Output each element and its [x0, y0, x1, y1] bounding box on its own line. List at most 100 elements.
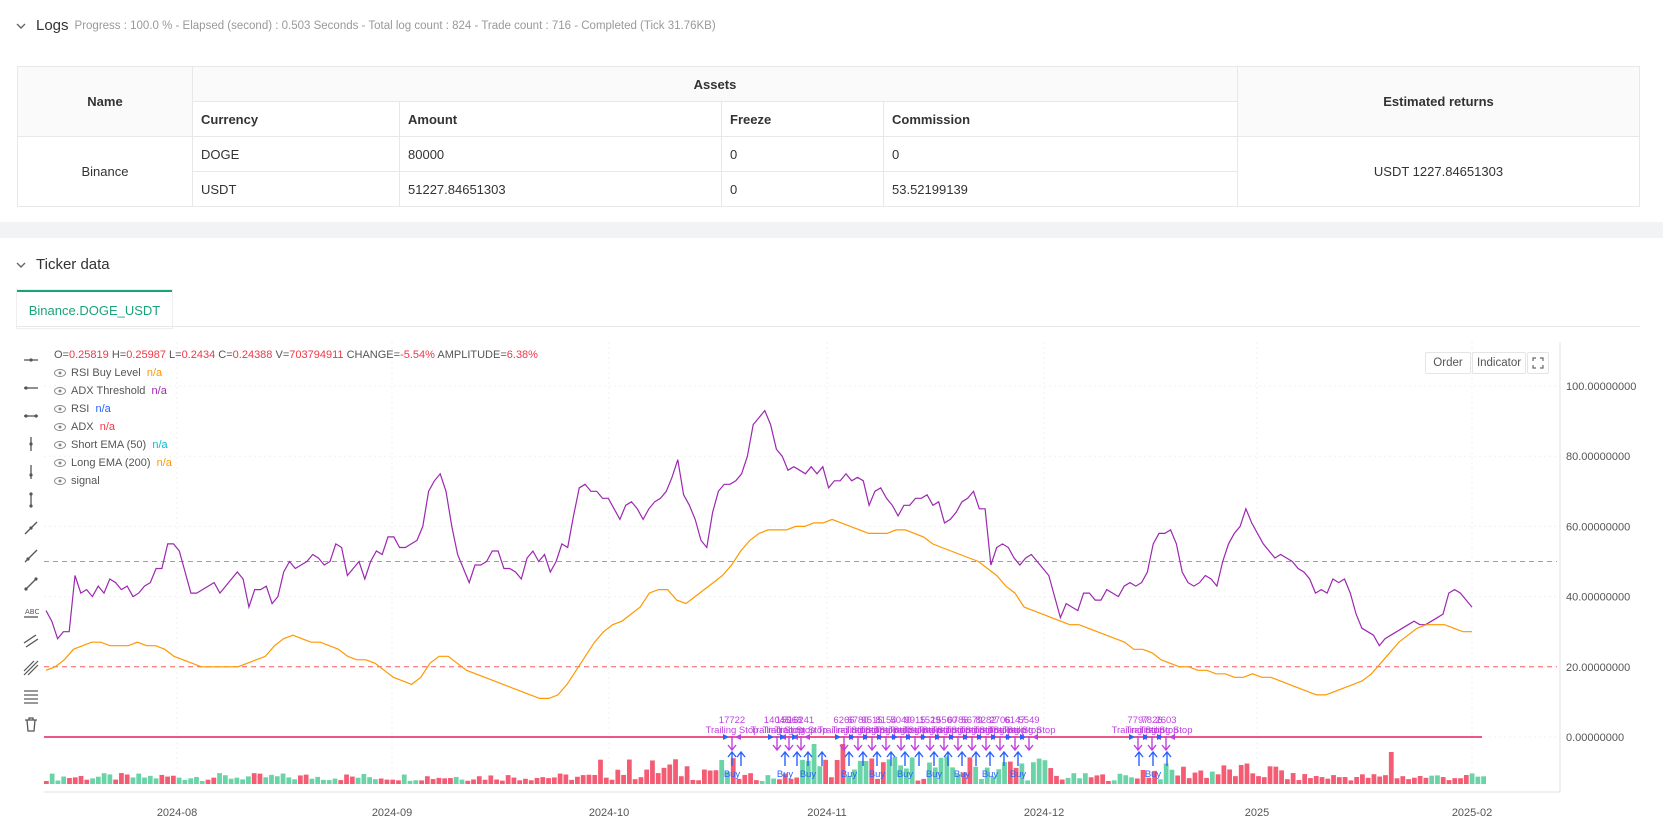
- entry-marker-icon: [906, 734, 912, 740]
- legend-item-adx-threshold[interactable]: ADX Threshold n/a: [54, 385, 167, 397]
- buy-arrow-icon: [1162, 750, 1172, 766]
- volume-bar: [55, 780, 61, 784]
- volume-bar: [759, 780, 765, 784]
- signal-number: 15068: [776, 715, 802, 726]
- logs-header[interactable]: Logs Progress : 100.0 % - Elapsed (secon…: [16, 17, 716, 34]
- volume-bar: [1111, 780, 1117, 784]
- volume-bar: [1238, 765, 1244, 784]
- legend-item-short-ema[interactable]: Short EMA (50) n/a: [54, 439, 168, 451]
- x-tick-label: 2024-10: [589, 807, 629, 819]
- pitchfork-icon[interactable]: [22, 659, 40, 677]
- buy-arrow-icon: [900, 750, 910, 766]
- fib-retracement-icon[interactable]: [22, 687, 40, 705]
- legend-value: n/a: [152, 439, 168, 451]
- indicator-chart[interactable]: 100.00000000 80.00000000 60.00000000 40.000…: [17, 342, 1640, 833]
- volume-bar: [292, 779, 297, 784]
- volume-bar: [1360, 774, 1365, 784]
- eye-icon[interactable]: [54, 423, 66, 431]
- volume-bar: [742, 774, 748, 784]
- order-button[interactable]: Order: [1425, 352, 1471, 374]
- volume-bar: [655, 773, 661, 784]
- exit-marker-icon: [804, 734, 810, 740]
- indicator-button[interactable]: Indicator: [1472, 352, 1526, 374]
- y-tick-label: 40.00000000: [1566, 592, 1630, 604]
- trend-line-icon[interactable]: [22, 519, 40, 537]
- volume-bar: [1296, 780, 1302, 784]
- volume-bar: [736, 778, 742, 784]
- legend-item-adx[interactable]: ADX n/a: [54, 421, 115, 433]
- signal-number: 17722: [719, 715, 745, 726]
- volume-bar: [257, 773, 263, 784]
- volume-bar: [361, 774, 367, 784]
- volume-bar: [1048, 768, 1054, 784]
- volume-bar: [650, 760, 655, 784]
- change-value: -5.54%: [400, 349, 435, 361]
- volume-bar: [1192, 772, 1198, 784]
- arrow-line-icon[interactable]: [22, 575, 40, 593]
- volume-bar: [973, 766, 979, 784]
- h-value: 0.25987: [126, 349, 166, 361]
- chevron-down-icon[interactable]: [16, 21, 26, 31]
- volume-bar: [1181, 766, 1186, 784]
- legend-item-long-ema[interactable]: Long EMA (200) n/a: [54, 457, 172, 469]
- ticker-header[interactable]: Ticker data: [16, 256, 110, 273]
- legend-item-rsi[interactable]: RSI n/a: [54, 403, 111, 415]
- tab-doge-usdt[interactable]: Binance.DOGE_USDT: [17, 290, 172, 328]
- volume-bar: [384, 779, 390, 784]
- volume-bar: [1123, 775, 1129, 784]
- amount-header: Amount: [399, 101, 722, 137]
- volume-bar: [205, 779, 211, 784]
- trend-ray-icon[interactable]: [22, 547, 40, 565]
- x-tick-label: 2024-08: [157, 807, 197, 819]
- volume-bar: [546, 778, 551, 784]
- legend-item-signal[interactable]: signal: [54, 475, 100, 487]
- volume-bar: [153, 778, 159, 784]
- signal-number: 2603: [1155, 715, 1176, 726]
- volume-bar: [176, 777, 182, 784]
- legend-item-rsi-buy-level[interactable]: RSI Buy Level n/a: [54, 367, 162, 379]
- eye-icon[interactable]: [54, 387, 66, 395]
- eye-icon[interactable]: [54, 459, 66, 467]
- signal-number: 6780: [847, 715, 868, 726]
- volume-bar: [199, 780, 205, 784]
- measure-icon[interactable]: ABC: [22, 603, 40, 621]
- horizontal-line-icon[interactable]: [22, 351, 40, 369]
- volume-bar: [603, 777, 609, 784]
- volume-bar: [1175, 775, 1181, 784]
- volume-bar: [1354, 777, 1360, 784]
- volume-bar: [1209, 771, 1215, 784]
- volume-bar: [979, 778, 984, 784]
- volume-bar: [119, 773, 124, 784]
- extended-line-icon[interactable]: [22, 407, 40, 425]
- volume-bar: [499, 780, 505, 784]
- chevron-down-icon[interactable]: [16, 260, 26, 270]
- change-label: CHANGE=: [346, 349, 401, 361]
- volume-bar: [84, 779, 90, 784]
- eye-icon[interactable]: [54, 405, 66, 413]
- vertical-ray-icon[interactable]: [22, 491, 40, 509]
- fullscreen-icon[interactable]: [1527, 352, 1549, 374]
- currency-cell: DOGE: [192, 136, 400, 172]
- volume-bar: [1146, 777, 1152, 784]
- volume-bar: [494, 779, 499, 784]
- volume-bar: [413, 780, 419, 784]
- volume-bar: [834, 759, 840, 784]
- eye-icon[interactable]: [54, 441, 66, 449]
- eye-icon[interactable]: [54, 369, 66, 377]
- horizontal-ray-icon[interactable]: [22, 379, 40, 397]
- volume-bar: [1377, 776, 1383, 784]
- volume-bar: [1134, 778, 1140, 784]
- vertical-line-icon[interactable]: [22, 435, 40, 453]
- sell-arrow-icon: [925, 736, 935, 752]
- parallel-channel-icon[interactable]: [22, 631, 40, 649]
- volume-bar: [1308, 778, 1313, 784]
- eye-icon[interactable]: [54, 477, 66, 485]
- signal-label: Trailing Stop: [751, 725, 804, 736]
- volume-bar: [794, 777, 800, 784]
- sell-arrow-icon: [1161, 736, 1171, 752]
- volume-bar: [880, 762, 886, 784]
- vertical-segment-icon[interactable]: [22, 463, 40, 481]
- volume-bar: [1411, 777, 1417, 784]
- trash-icon[interactable]: [22, 715, 40, 733]
- volume-bar: [355, 777, 361, 784]
